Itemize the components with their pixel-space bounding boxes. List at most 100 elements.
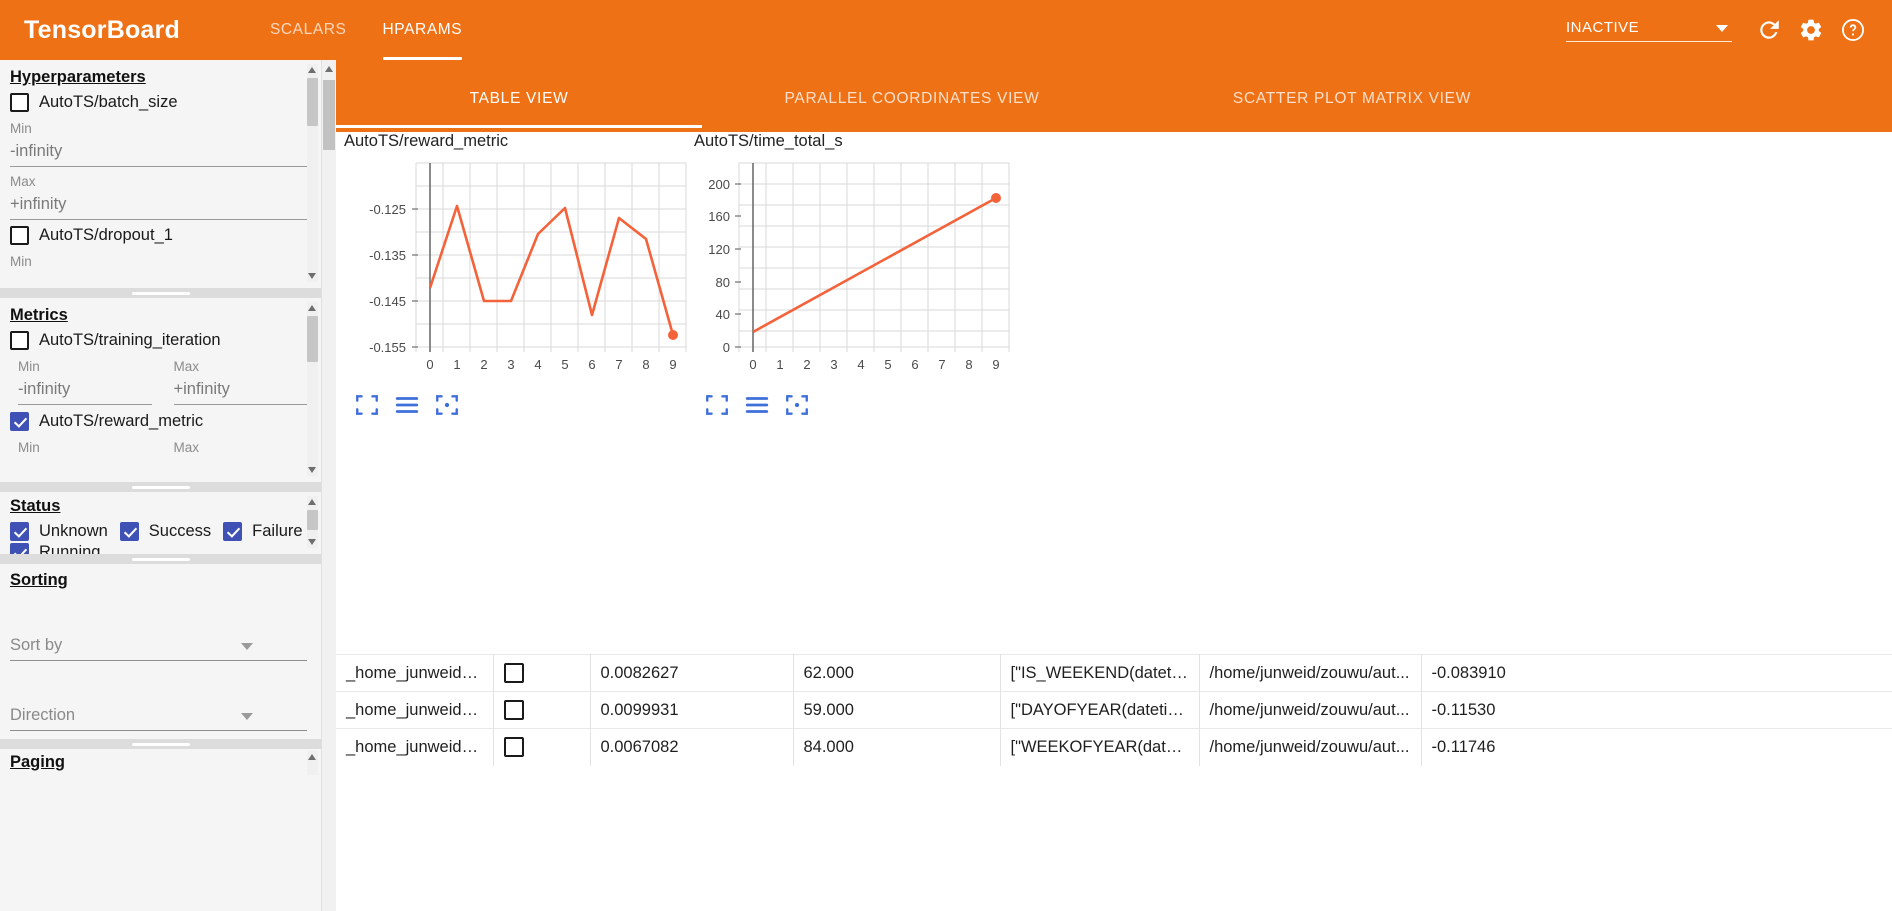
status-checkbox-row-2: Running [0,541,321,554]
x-tick-label: 2 [803,357,810,372]
help-button[interactable] [1832,9,1874,51]
show-metrics-checkbox[interactable] [503,663,524,683]
reload-button[interactable] [1748,9,1790,51]
fit-icon[interactable] [434,392,460,418]
metric-charts-row: AutoTS/reward_metric [336,132,1892,655]
panel-divider-3[interactable] [0,554,321,564]
max-input[interactable]: +infinity [10,191,307,220]
hparams-table: Trial ID Show Metrics AutoTS/lr AutoTS/p… [336,132,1892,766]
hyperparameters-scrollbar[interactable] [307,64,318,282]
direction-select[interactable]: Direction [10,702,307,731]
checkbox-icon[interactable] [223,522,243,541]
hparam-checkbox-batch-size[interactable]: AutoTS/batch_size [0,91,321,114]
fullscreen-icon[interactable] [704,392,730,418]
scroll-up-icon[interactable] [308,754,316,760]
y-tick-label: 0 [723,340,730,355]
metrics-scrollbar[interactable] [307,302,318,476]
metric-checkbox-reward-metric[interactable]: AutoTS/reward_metric [0,410,321,433]
checkbox-icon[interactable] [119,522,139,541]
chart-svg-reward-metric[interactable]: -0.125 -0.135 -0.145 -0.155 0 1 [344,162,694,378]
main-vertical-scrollbar[interactable] [322,60,336,911]
paging-scrollbar[interactable] [307,751,318,775]
chart-svg-time-total-s[interactable]: 200 160 120 80 40 0 0 1 [694,162,1044,378]
metric-range-training-iteration: Min -infinity Max +infinity [0,352,321,405]
checkbox-icon[interactable] [10,522,29,541]
x-tick-label: 9 [992,357,999,372]
status-title: Status [10,497,61,515]
chart-toolbar-reward-metric [354,392,704,418]
chevron-down-icon [1716,24,1728,32]
main-content: TABLE VIEW PARALLEL COORDINATES VIEW SCA… [322,60,1892,911]
scroll-down-icon[interactable] [308,273,316,279]
x-tick-label: 0 [749,357,756,372]
nav-tab-hparams[interactable]: HPARAMS [365,0,481,60]
checkbox-icon[interactable] [10,331,29,350]
show-metrics-checkbox[interactable] [503,700,524,720]
scroll-down-icon[interactable] [308,539,316,545]
x-tick-label: 6 [588,357,595,372]
tab-scatter-plot-matrix-view[interactable]: SCATTER PLOT MATRIX VIEW [1122,60,1582,132]
table-row[interactable]: _home_junweid_z... 0.0099931 59.000 ["DA… [336,691,1892,729]
max-label: Max [10,174,36,189]
panel-divider-4[interactable] [0,739,321,749]
checkbox-icon[interactable] [10,412,29,431]
scrollbar-thumb[interactable] [307,510,318,530]
x-tick-label: 7 [615,357,622,372]
run-status-select[interactable]: INACTIVE [1566,19,1732,42]
scrollbar-thumb[interactable] [307,78,318,126]
cell-reward-metric: -0.11746 [1421,728,1892,766]
hparam-range-dropout-1-min: Min [0,247,321,271]
grid-lines [738,162,1010,352]
scroll-up-icon[interactable] [324,66,333,72]
scroll-up-icon[interactable] [308,67,316,73]
nav-tab-scalars[interactable]: SCALARS [269,21,347,38]
scrollbar-thumb[interactable] [307,316,318,362]
lines-icon[interactable] [744,392,770,418]
hyperparameters-title: Hyperparameters [10,68,146,86]
panel-divider-1[interactable] [0,288,321,298]
status-scrollbar[interactable] [307,496,318,548]
hparams-table-container: Trial ID Show Metrics AutoTS/lr AutoTS/p… [336,132,1892,911]
direction-placeholder: Direction [10,706,76,724]
run-status-value: INACTIVE [1566,18,1640,36]
view-tab-bar: TABLE VIEW PARALLEL COORDINATES VIEW SCA… [336,60,1892,132]
x-tick-label: 5 [561,357,568,372]
y-tick-label: -0.145 [369,294,406,309]
status-label-success: Success [148,522,212,540]
sort-by-select[interactable]: Sort by [10,632,307,661]
fit-icon[interactable] [784,392,810,418]
hparam-checkbox-dropout-1[interactable]: AutoTS/dropout_1 [0,224,321,247]
status-label-failure: Failure [252,522,303,540]
table-row[interactable]: _home_junweid_z... 0.0067082 84.000 ["WE… [336,728,1892,766]
metric-checkbox-training-iteration[interactable]: AutoTS/training_iteration [0,329,321,352]
table-row[interactable]: _home_junweid_z... 0.0082627 62.000 ["IS… [336,654,1892,692]
scroll-up-icon[interactable] [308,499,316,505]
scroll-down-icon[interactable] [308,467,316,473]
fullscreen-icon[interactable] [354,392,380,418]
tab-table-view[interactable]: TABLE VIEW [336,60,702,132]
checkbox-icon[interactable] [10,226,29,245]
cell-lr: 0.0099931 [590,691,794,729]
cell-show-metrics[interactable] [493,691,591,729]
hparam-range-batch-size-max: Max +infinity [0,167,321,220]
cell-show-metrics[interactable] [493,728,591,766]
tab-parallel-coordinates-view[interactable]: PARALLEL COORDINATES VIEW [702,60,1122,132]
scrollbar-thumb[interactable] [323,80,335,150]
min-input[interactable]: -infinity [18,376,152,405]
panel-divider-2[interactable] [0,482,321,492]
sorting-panel: Sorting Sort by Direction [0,564,321,739]
cell-lr: 0.0082627 [590,654,794,692]
x-tick-label: 8 [642,357,649,372]
lines-icon[interactable] [394,392,420,418]
settings-button[interactable] [1790,9,1832,51]
scroll-up-icon[interactable] [308,305,316,311]
min-label: Min [18,440,40,455]
checkbox-icon[interactable] [10,93,29,112]
min-label: Min [10,121,32,136]
cell-show-metrics[interactable] [493,654,591,692]
show-metrics-checkbox[interactable] [503,737,524,758]
max-input[interactable]: +infinity [173,376,307,405]
chevron-down-icon [241,713,253,720]
min-input[interactable]: -infinity [10,138,307,167]
checkbox-icon[interactable] [10,543,29,554]
